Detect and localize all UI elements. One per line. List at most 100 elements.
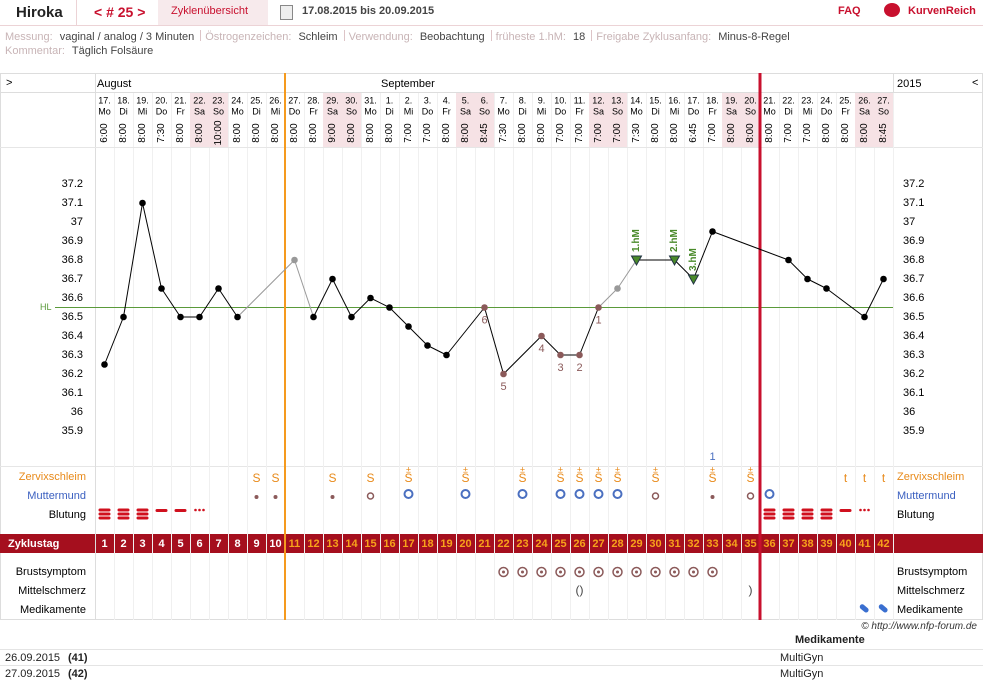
- day-label: 21.: [174, 95, 187, 105]
- y-tick-label: 36.7: [62, 273, 83, 285]
- brand[interactable]: KurvenReich: [908, 5, 976, 17]
- bleeding-icon: [782, 508, 795, 520]
- cycle-day: 25: [554, 538, 566, 550]
- y-tick-label: 36.1: [903, 387, 924, 399]
- data-point: [101, 361, 108, 368]
- bleeding-bar: [839, 509, 852, 512]
- y-tick-label: 36: [71, 406, 83, 418]
- day-label: 25.: [839, 95, 852, 105]
- cervix-icon: [612, 489, 623, 499]
- row-label: Blutung: [49, 509, 86, 521]
- weekday-label: Mi: [670, 106, 680, 116]
- weekday-label: Do: [555, 106, 567, 116]
- data-point: [310, 313, 317, 321]
- curve-segment: [123, 202, 143, 318]
- breast-dot: [692, 570, 695, 574]
- weekday-label: Do: [688, 106, 700, 116]
- y-tick-label: 35.9: [62, 425, 83, 437]
- y-tick-label: 36.3: [62, 349, 83, 361]
- weekday-label: Fr: [708, 106, 717, 116]
- row-label: Blutung: [897, 509, 934, 521]
- weekend-shade: [456, 93, 475, 147]
- nav-button[interactable]: <: [972, 77, 978, 89]
- cycle-day: 37: [782, 538, 794, 550]
- y-tick-label: 36.7: [903, 273, 924, 285]
- cervix-icon: [651, 492, 660, 500]
- data-point: [481, 304, 488, 311]
- bleeding-icon: [136, 508, 149, 520]
- time-label: 8:00: [745, 123, 756, 143]
- weekday-label: So: [346, 106, 357, 116]
- y-tick-label: 36.8: [903, 254, 924, 266]
- weekend-shade: [855, 93, 874, 147]
- weekend-shade: [608, 93, 627, 147]
- day-label: 31.: [364, 95, 377, 105]
- cycle-day: 11: [289, 538, 301, 550]
- table-cell: MultiGyn: [780, 652, 824, 664]
- bleeding-bar: [98, 512, 111, 516]
- y-tick-label: 37.2: [903, 178, 924, 190]
- weekday-label: Do: [289, 106, 301, 116]
- cycle-nav[interactable]: < # 25 >: [94, 4, 146, 20]
- year-label: 2015: [897, 78, 921, 90]
- cycle-day: 35: [744, 538, 756, 550]
- time-label: 7:30: [498, 123, 509, 143]
- bleeding-icon: [763, 508, 776, 520]
- y-tick-label: 35.9: [903, 425, 924, 437]
- overview-tab[interactable]: Zyklenübersicht: [171, 5, 249, 17]
- cervix-icon: [254, 495, 259, 499]
- breast-ring: [669, 566, 680, 578]
- weekday-label: So: [213, 106, 224, 116]
- breast-icon: [536, 566, 547, 578]
- curve-segment: [370, 297, 390, 308]
- cycle-day: 19: [440, 538, 452, 550]
- curve-segment: [161, 288, 181, 318]
- weekday-label: Fr: [309, 106, 318, 116]
- cycle-day: 5: [177, 538, 183, 550]
- cycle-day: 27: [592, 538, 604, 550]
- y-tick-label: 36.9: [903, 235, 924, 247]
- weekday-label: So: [479, 106, 490, 116]
- bleeding-icon: [839, 509, 852, 512]
- weekday-label: So: [878, 106, 889, 116]
- data-point: [614, 285, 621, 292]
- weekday-label: Mo: [231, 106, 244, 116]
- time-label: 7:00: [555, 123, 566, 143]
- mucus-plus: ±: [596, 464, 601, 474]
- cycle-day: 2: [120, 538, 126, 550]
- time-label: 8:00: [118, 123, 129, 143]
- day-label: 19.: [136, 95, 149, 105]
- breast-dot: [635, 570, 638, 574]
- weekday-label: Sa: [859, 106, 870, 116]
- bleeding-bar: [763, 512, 776, 516]
- weekday-label: Mi: [404, 106, 414, 116]
- time-label: 8:00: [308, 123, 319, 143]
- y-tick-label: 37: [71, 216, 83, 228]
- bleeding-icon: [155, 509, 168, 512]
- breast-ring: [688, 566, 699, 578]
- row-label: Zyklustag: [8, 538, 59, 550]
- row-label: Zervixschleim: [19, 471, 86, 483]
- table-cell: (41): [68, 652, 88, 664]
- time-label: 8:00: [669, 123, 680, 143]
- curve-segment: [864, 278, 884, 318]
- cervix-icon: [273, 495, 278, 499]
- curve-segment: [579, 307, 599, 356]
- info-value: Minus-8-Regel: [718, 31, 790, 43]
- med-icon: [878, 604, 888, 613]
- info-value: 18: [572, 31, 586, 43]
- table-cell: 26.09.2015: [5, 652, 61, 664]
- time-label: 8:00: [365, 123, 376, 143]
- table-header-cell: Medikamente: [795, 634, 865, 646]
- faq-link[interactable]: FAQ: [838, 5, 861, 17]
- bleeding-bar: [782, 512, 795, 516]
- bleeding-bar: [98, 508, 111, 512]
- nav-button[interactable]: >: [6, 77, 12, 89]
- weekday-label: Sa: [460, 106, 471, 116]
- cervix-icon: [593, 489, 604, 499]
- breast-icon: [669, 566, 680, 578]
- mucus-plus: ±: [558, 464, 563, 474]
- day-label: 27.: [877, 95, 890, 105]
- breast-icon: [498, 566, 509, 578]
- mucus-sign: S: [518, 471, 526, 485]
